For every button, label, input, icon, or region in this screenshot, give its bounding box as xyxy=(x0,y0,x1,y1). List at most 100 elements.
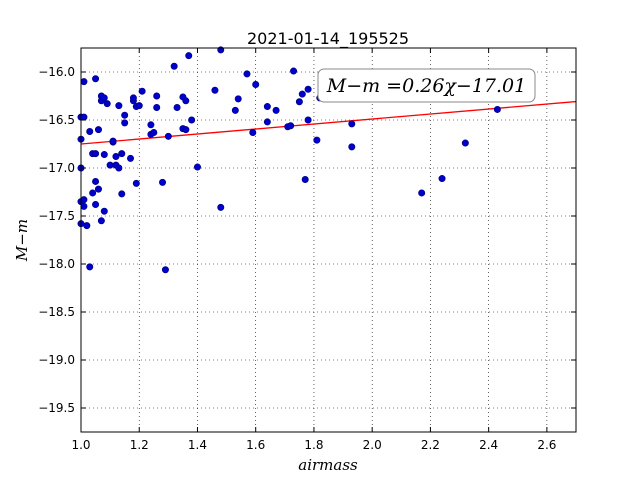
data-point xyxy=(80,196,88,204)
data-point xyxy=(135,102,143,110)
data-point xyxy=(92,75,100,83)
data-point xyxy=(287,122,295,130)
data-point xyxy=(153,104,161,112)
data-point xyxy=(127,154,135,162)
data-point xyxy=(211,86,219,94)
data-point xyxy=(97,217,105,225)
x-tick-label: 1.2 xyxy=(130,438,149,452)
data-point xyxy=(438,175,446,183)
y-axis-label: M−m xyxy=(13,219,31,262)
data-point xyxy=(170,62,178,70)
data-point xyxy=(164,132,172,140)
data-point xyxy=(182,97,190,105)
x-tick-label: 2.0 xyxy=(363,438,382,452)
data-point xyxy=(115,102,123,110)
data-point xyxy=(304,85,312,93)
data-point xyxy=(86,263,94,271)
data-point xyxy=(89,189,97,197)
fit-equation-label: M−m =0.26χ−17.01 xyxy=(326,75,526,97)
data-point xyxy=(106,161,114,169)
fit-line-group xyxy=(80,100,577,145)
data-point xyxy=(243,70,251,78)
data-point xyxy=(147,121,155,129)
data-point xyxy=(161,266,169,274)
y-tick-label: −16.5 xyxy=(38,113,75,127)
data-point xyxy=(80,202,88,210)
data-point xyxy=(295,98,303,106)
data-point xyxy=(290,67,298,75)
data-point xyxy=(188,116,196,124)
x-tick-label: 1.8 xyxy=(304,438,323,452)
data-point xyxy=(115,164,123,172)
data-point xyxy=(150,128,158,136)
data-point xyxy=(121,119,129,127)
y-tick-label: −19.0 xyxy=(38,353,75,367)
y-tick-label: −18.5 xyxy=(38,305,75,319)
data-point xyxy=(263,118,271,126)
data-point xyxy=(92,177,100,185)
data-point xyxy=(86,128,94,136)
fit-equation-box: M−m =0.26χ−17.01 xyxy=(317,68,536,103)
x-tick-label: 2.4 xyxy=(479,438,498,452)
x-tick-label: 1.6 xyxy=(246,438,265,452)
data-point xyxy=(304,116,312,124)
data-point xyxy=(272,106,280,114)
data-point xyxy=(129,94,137,102)
data-point xyxy=(263,103,271,111)
y-tick-label: −18.0 xyxy=(38,257,75,271)
x-tick-label: 1.0 xyxy=(71,438,90,452)
data-point xyxy=(118,190,126,198)
plot-area xyxy=(81,48,576,432)
data-point xyxy=(138,87,146,95)
data-point xyxy=(121,111,129,119)
data-point xyxy=(217,203,225,211)
data-point xyxy=(80,78,88,86)
y-tick-label: −17.5 xyxy=(38,209,75,223)
x-tick-label: 1.4 xyxy=(188,438,207,452)
y-tick-label: −19.5 xyxy=(38,401,75,415)
data-point xyxy=(249,128,257,136)
data-point xyxy=(80,113,88,121)
y-tick-label: −16.0 xyxy=(38,65,75,79)
data-point xyxy=(301,176,309,184)
data-point xyxy=(298,90,306,98)
plot-frame xyxy=(80,47,577,433)
data-point xyxy=(103,100,111,108)
data-point xyxy=(83,222,91,230)
data-point xyxy=(313,136,321,144)
data-point xyxy=(418,189,426,197)
data-point xyxy=(348,120,356,128)
data-point xyxy=(185,52,193,60)
data-point xyxy=(100,151,108,159)
data-point xyxy=(153,92,161,100)
data-point xyxy=(159,178,167,186)
data-point xyxy=(173,104,181,112)
data-point xyxy=(493,105,501,113)
data-point xyxy=(252,80,260,88)
data-point xyxy=(132,179,140,187)
data-point xyxy=(92,200,100,208)
data-point xyxy=(461,139,469,147)
x-tick-label: 2.2 xyxy=(421,438,440,452)
x-axis-label: airmass xyxy=(298,456,358,474)
data-point xyxy=(193,163,201,171)
chart-title: 2021-01-14_195525 xyxy=(247,29,409,49)
data-point xyxy=(182,126,190,134)
data-point xyxy=(118,150,126,158)
data-points xyxy=(77,46,501,274)
data-point xyxy=(100,207,108,215)
y-tick-label: −17.0 xyxy=(38,161,75,175)
fit-line xyxy=(80,100,577,145)
data-point xyxy=(94,185,102,193)
data-point xyxy=(231,106,239,114)
fit-equation-frame xyxy=(317,68,536,103)
data-point xyxy=(348,143,356,151)
data-point xyxy=(109,137,117,145)
axis-ticks: 1.0 1.2 1.4 1.6 1.8 2.0 2.2 2.4 2.6 −16.0 −16.5 −17… xyxy=(38,48,576,452)
data-point xyxy=(92,150,100,158)
data-point xyxy=(100,94,108,102)
grid xyxy=(80,48,576,432)
x-tick-label: 2.6 xyxy=(537,438,556,452)
data-point xyxy=(234,95,242,103)
